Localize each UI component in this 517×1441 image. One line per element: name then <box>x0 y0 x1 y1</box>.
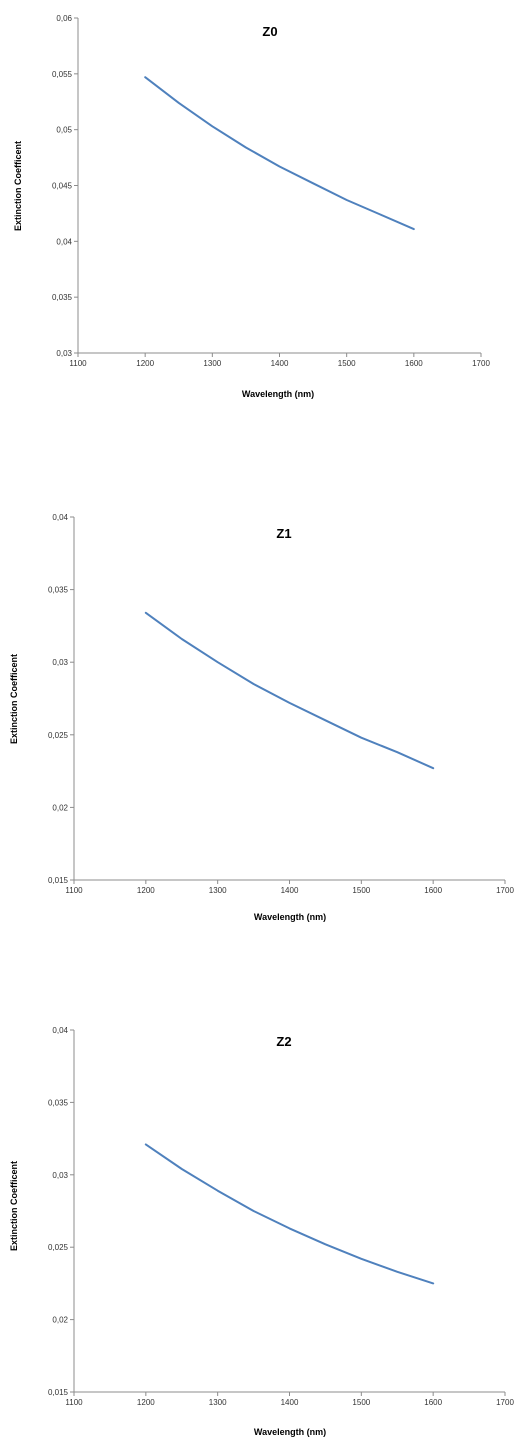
x-tick-label: 1700 <box>496 886 514 895</box>
y-tick-label: 0,025 <box>48 1243 69 1252</box>
chart-z0-svg: Z0 Extinction Coefficent Wavelength (nm)… <box>13 14 490 399</box>
x-axis-label: Wavelength (nm) <box>254 1427 326 1437</box>
y-axis-label: Extinction Coefficent <box>9 1161 19 1251</box>
y-tick-label: 0,04 <box>52 513 68 522</box>
x-tick-label: 1500 <box>352 1398 370 1407</box>
chart-title: Z1 <box>276 526 291 541</box>
series-line <box>144 611 435 770</box>
series-line <box>144 1143 435 1285</box>
y-tick-label: 0,03 <box>52 1171 68 1180</box>
chart-z1: Z1 Extinction Coefficent Wavelength (nm)… <box>0 495 517 965</box>
y-tick-label: 0,05 <box>56 126 72 135</box>
x-tick-label: 1300 <box>203 359 221 368</box>
y-tick-label: 0,025 <box>48 731 69 740</box>
y-tick-label: 0,035 <box>48 586 69 595</box>
y-tick-label: 0,055 <box>52 70 73 79</box>
x-tick-label: 1300 <box>209 886 227 895</box>
y-tick-label: 0,045 <box>52 182 73 191</box>
y-tick-label: 0,04 <box>56 237 72 246</box>
x-tick-label: 1200 <box>136 359 154 368</box>
x-tick-label: 1400 <box>281 886 299 895</box>
x-axis-label: Wavelength (nm) <box>242 389 314 399</box>
plot-area: 0,015 0,02 0,025 0,03 0,035 0,04 1100 1200 1300 1… <box>48 1026 514 1407</box>
x-tick-label: 1200 <box>137 886 155 895</box>
x-tick-label: 1500 <box>352 886 370 895</box>
y-tick-label: 0,04 <box>52 1026 68 1035</box>
chart-z2: Z2 Extinction Coefficent Wavelength (nm)… <box>0 1010 517 1441</box>
x-tick-label: 1200 <box>137 1398 155 1407</box>
chart-z0: Z0 Extinction Coefficent Wavelength (nm)… <box>0 0 517 420</box>
x-tick-label: 1100 <box>69 359 87 368</box>
y-tick-label: 0,015 <box>48 1388 69 1397</box>
y-tick-label: 0,035 <box>52 293 73 302</box>
x-tick-label: 1700 <box>496 1398 514 1407</box>
plot-area: 0,015 0,02 0,025 0,03 0,035 0,04 1100 1200 1300 1… <box>48 513 514 895</box>
x-tick-label: 1500 <box>338 359 356 368</box>
plot-area: 0,03 0,035 0,04 0,045 0,05 0,055 0,06 1100 1200 1… <box>52 14 490 368</box>
y-tick-label: 0,015 <box>48 876 69 885</box>
y-tick-label: 0,035 <box>48 1098 69 1107</box>
x-axis-label: Wavelength (nm) <box>254 912 326 922</box>
y-tick-label: 0,02 <box>52 1316 68 1325</box>
y-tick-label: 0,03 <box>52 658 68 667</box>
x-tick-label: 1100 <box>65 886 83 895</box>
x-tick-label: 1400 <box>271 359 289 368</box>
x-tick-label: 1600 <box>424 886 442 895</box>
series-line <box>144 76 415 231</box>
x-tick-label: 1700 <box>472 359 490 368</box>
y-tick-label: 0,03 <box>56 349 72 358</box>
x-tick-label: 1600 <box>405 359 423 368</box>
x-tick-label: 1600 <box>424 1398 442 1407</box>
chart-title: Z2 <box>276 1034 291 1049</box>
chart-z1-svg: Z1 Extinction Coefficent Wavelength (nm)… <box>9 513 514 922</box>
x-tick-label: 1300 <box>209 1398 227 1407</box>
x-tick-label: 1400 <box>281 1398 299 1407</box>
y-tick-label: 0,02 <box>52 803 68 812</box>
chart-title: Z0 <box>262 24 277 39</box>
y-axis-label: Extinction Coefficent <box>13 141 23 231</box>
chart-z2-svg: Z2 Extinction Coefficent Wavelength (nm)… <box>9 1026 514 1437</box>
y-axis-label: Extinction Coefficent <box>9 654 19 744</box>
x-tick-label: 1100 <box>65 1398 83 1407</box>
y-tick-label: 0,06 <box>56 14 72 23</box>
